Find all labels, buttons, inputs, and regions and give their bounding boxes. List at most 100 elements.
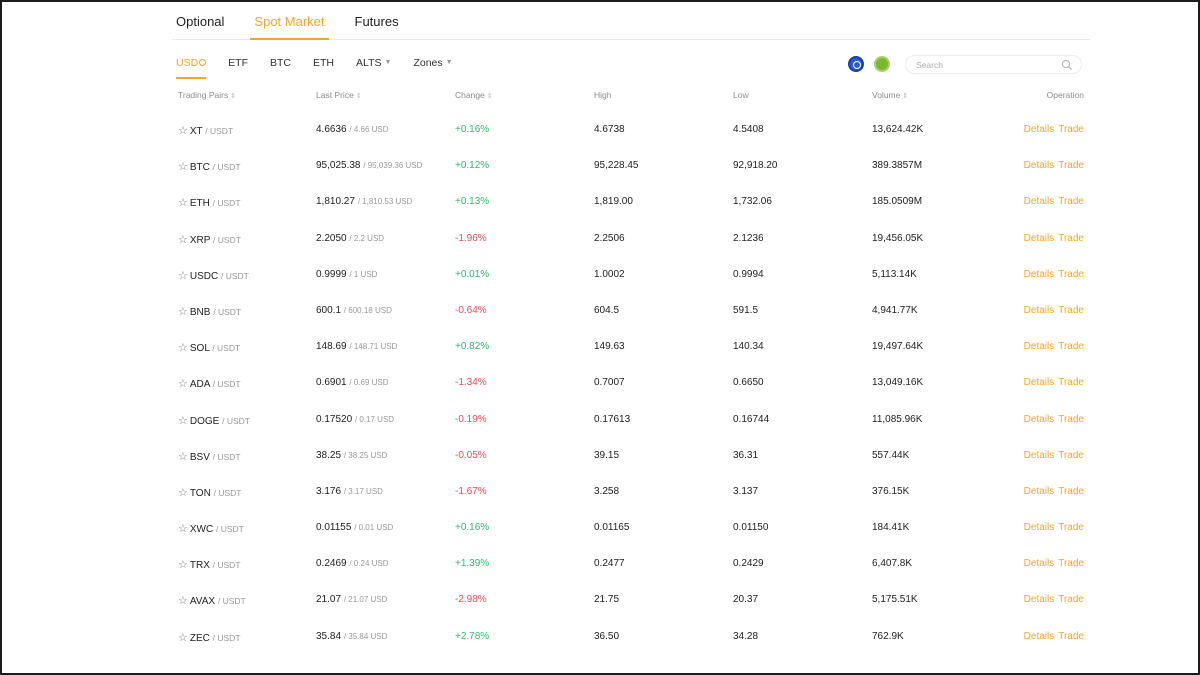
pair-cell[interactable]: ☆ XRP / USDT [178,233,241,246]
trade-link[interactable]: Trade [1058,232,1084,244]
header-change[interactable]: Change ⇕ [455,90,493,100]
star-icon[interactable]: ☆ [178,197,188,210]
details-link[interactable]: Details [1023,124,1055,135]
trade-link[interactable]: Trade [1058,485,1084,497]
star-icon[interactable]: ☆ [178,559,188,572]
subtab-eth[interactable]: ETH [313,49,334,79]
subtab-alts-label: ALTS [356,57,382,69]
trade-link[interactable]: Trade [1058,522,1084,534]
trade-link[interactable]: Trade [1058,160,1084,172]
tab-optional[interactable]: Optional [176,14,225,29]
header-volume[interactable]: Volume ⇕ [872,90,908,100]
star-icon[interactable]: ☆ [178,414,188,427]
pair-cell[interactable]: ☆ BSV / USDT [178,450,241,463]
details-link[interactable]: Details [1023,341,1055,353]
star-icon[interactable]: ☆ [178,233,188,246]
subtab-etf[interactable]: ETF [228,49,248,79]
trade-link[interactable]: Trade [1058,377,1084,389]
star-icon[interactable]: ☆ [178,631,188,644]
details-link[interactable]: Details [1023,377,1055,389]
star-icon[interactable]: ☆ [178,450,188,463]
subtab-zones[interactable]: Zones ▼ [413,49,452,79]
details-link[interactable]: Details [1023,630,1055,642]
trade-link[interactable]: Trade [1058,630,1084,642]
table-row[interactable]: ☆ TRX / USDT 0.2469 / 0.24 USD +1.39% 0.2477… [178,546,1084,582]
low-cell: 36.31 [733,449,759,461]
trade-link[interactable]: Trade [1058,341,1084,353]
table-row[interactable]: ☆ AVAX / USDT 21.07 / 21.07 USD -2.98% 21.75… [178,582,1084,618]
table-row[interactable]: ☆ XRP / USDT 2.2050 / 2.2 USD -1.96% 2.2506 2… [178,221,1084,257]
search-input[interactable] [916,57,1056,72]
table-row[interactable]: ☆ BSV / USDT 38.25 / 38.25 USD -0.05% 39.15 3… [178,438,1084,474]
pair-cell[interactable]: ☆ USDC / USDT [178,269,249,282]
pair-cell[interactable]: ☆ AVAX / USDT [178,594,246,607]
trade-link[interactable]: Trade [1058,124,1084,135]
table-row[interactable]: ☆ XWC / USDT 0.01155 / 0.01 USD +0.16% 0.011… [178,510,1084,546]
tab-spot-market[interactable]: Spot Market [250,2,329,40]
pair-cell[interactable]: ☆ ADA / USDT [178,377,241,390]
star-icon[interactable]: ☆ [178,161,188,174]
pair-cell[interactable]: ☆ BNB / USDT [178,305,241,318]
subtab-alts[interactable]: ALTS ▼ [356,49,391,79]
details-link[interactable]: Details [1023,232,1055,244]
pair-cell[interactable]: ☆ XT / USDT [178,124,233,137]
pair-cell[interactable]: ☆ DOGE / USDT [178,414,250,427]
header-label: Trading Pairs [178,90,229,100]
star-icon[interactable]: ☆ [178,269,188,282]
trade-link[interactable]: Trade [1058,304,1084,316]
coin-logo-icon[interactable] [848,56,864,72]
star-icon[interactable]: ☆ [178,486,188,499]
pair-cell[interactable]: ☆ XWC / USDT [178,522,244,535]
trade-link[interactable]: Trade [1058,594,1084,606]
star-icon[interactable]: ☆ [178,125,188,137]
details-link[interactable]: Details [1023,522,1055,534]
trade-link[interactable]: Trade [1058,413,1084,425]
star-icon[interactable]: ☆ [178,342,188,355]
table-row[interactable]: ☆ ETH / USDT 1,810.27 / 1,810.53 USD +0.13%… [178,184,1084,220]
pair-cell[interactable]: ☆ ETH / USDT [178,196,241,209]
header-trading-pairs[interactable]: Trading Pairs ⇕ [178,90,236,100]
table-row[interactable]: ☆ BTC / USDT 95,025.38 / 95,039.36 USD +0.1… [178,148,1084,184]
table-row[interactable]: ☆ TON / USDT 3.176 / 3.17 USD -1.67% 3.258 3.… [178,474,1084,510]
table-header: Trading Pairs ⇕ Last Price ⇕ Change ⇕ High … [178,90,1084,104]
header-last-price[interactable]: Last Price ⇕ [316,90,362,100]
trade-link[interactable]: Trade [1058,558,1084,570]
star-icon[interactable]: ☆ [178,305,188,318]
details-link[interactable]: Details [1023,558,1055,570]
pair-cell[interactable]: ☆ BTC / USDT [178,160,241,173]
pair-cell[interactable]: ☆ TON / USDT [178,486,241,499]
last-price: 35.84 [316,630,342,642]
details-link[interactable]: Details [1023,304,1055,316]
subtab-usd[interactable]: USD [176,49,207,79]
trade-link[interactable]: Trade [1058,449,1084,461]
table-row[interactable]: ☆ USDC / USDT 0.9999 / 1 USD +0.01% 1.0002 0.… [178,257,1084,293]
pair-cell[interactable]: ☆ TRX / USDT [178,558,241,571]
tab-futures[interactable]: Futures [354,14,399,29]
trade-link[interactable]: Trade [1058,268,1084,280]
table-row[interactable]: ☆ XT / USDT 4.6636 / 4.66 USD +0.16% 4.6738 4… [178,112,1084,148]
table-row[interactable]: ☆ SOL / USDT 148.69 / 148.71 USD +0.82% 149.… [178,329,1084,365]
details-link[interactable]: Details [1023,449,1055,461]
details-link[interactable]: Details [1023,160,1055,172]
low-cell: 0.9994 [733,268,764,280]
table-row[interactable]: ☆ ADA / USDT 0.6901 / 0.69 USD -1.34% 0.7007… [178,365,1084,401]
details-link[interactable]: Details [1023,485,1055,497]
details-link[interactable]: Details [1023,594,1055,606]
pair-cell[interactable]: ☆ SOL / USDT [178,341,240,354]
volume-cell: 557.44K [872,449,910,461]
trade-link[interactable]: Trade [1058,196,1084,208]
details-link[interactable]: Details [1023,268,1055,280]
table-row[interactable]: ☆ DOGE / USDT 0.17520 / 0.17 USD -0.19% 0.17… [178,402,1084,438]
coin-logo-icon[interactable] [874,56,890,72]
details-link[interactable]: Details [1023,413,1055,425]
table-row[interactable]: ☆ BNB / USDT 600.1 / 600.18 USD -0.64% 604.5… [178,293,1084,329]
details-link[interactable]: Details [1023,196,1055,208]
volume-cell: 5,113.14K [872,268,917,280]
pair-cell[interactable]: ☆ ZEC / USDT [178,631,241,644]
search-icon[interactable] [1061,59,1073,71]
star-icon[interactable]: ☆ [178,595,188,608]
star-icon[interactable]: ☆ [178,523,188,536]
star-icon[interactable]: ☆ [178,378,188,391]
subtab-btc[interactable]: BTC [270,49,291,79]
table-row[interactable]: ☆ ZEC / USDT 35.84 / 35.84 USD +2.78% 36.50 3… [178,619,1084,655]
